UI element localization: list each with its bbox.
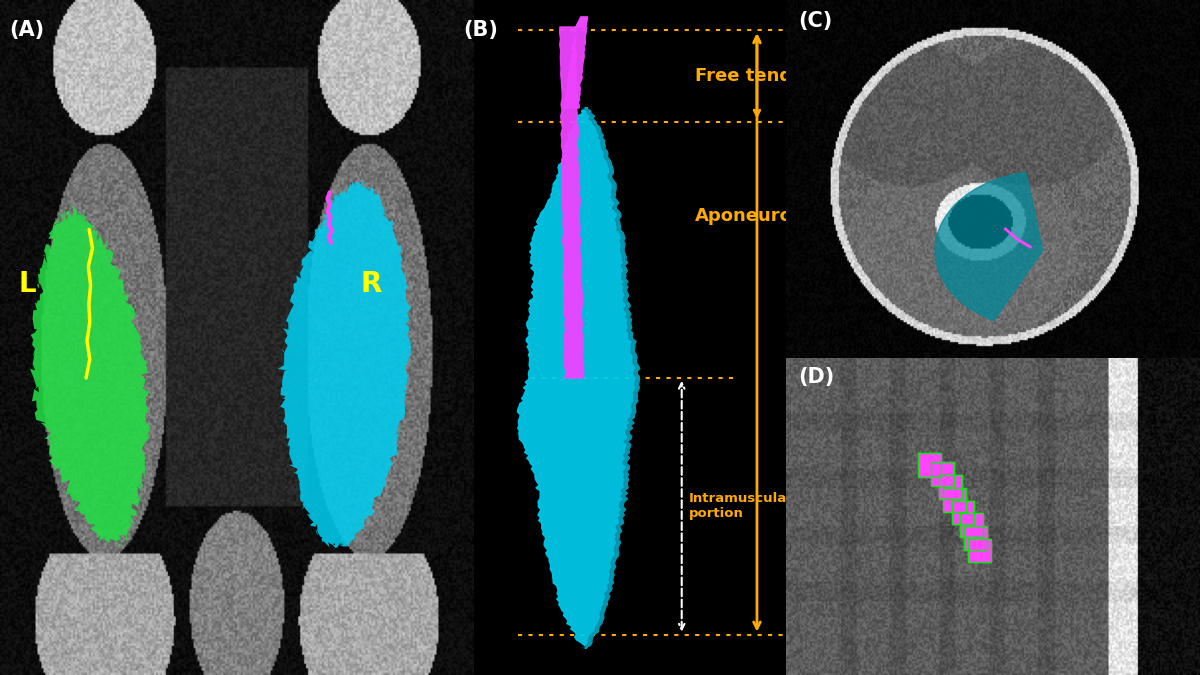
Polygon shape [29,207,152,551]
Bar [940,475,962,499]
Bar [952,501,974,524]
Polygon shape [935,173,1043,321]
Text: R: R [360,269,382,298]
Text: (B): (B) [463,20,498,40]
Text: Intramuscular
portion: Intramuscular portion [689,492,793,520]
Polygon shape [564,27,587,108]
Polygon shape [581,108,641,648]
Bar [931,462,954,486]
Bar [968,539,991,562]
Text: Free tendon: Free tendon [696,67,817,85]
Text: Aponeurosis: Aponeurosis [696,207,821,225]
Bar [943,488,966,512]
Bar [952,501,974,524]
Polygon shape [576,17,588,27]
Text: (A): (A) [10,20,44,40]
Bar [918,453,941,477]
Bar [960,513,983,537]
Bar [968,539,991,562]
Bar [931,462,954,486]
Polygon shape [517,108,641,648]
Bar [964,526,986,549]
Text: (D): (D) [798,367,835,387]
Polygon shape [560,27,584,378]
Bar [964,526,986,549]
Polygon shape [281,177,412,552]
Bar [940,475,962,499]
Text: L: L [19,269,36,298]
Text: (C): (C) [798,11,833,31]
Bar [960,513,983,537]
Bar [918,453,941,477]
Bar [943,488,966,512]
